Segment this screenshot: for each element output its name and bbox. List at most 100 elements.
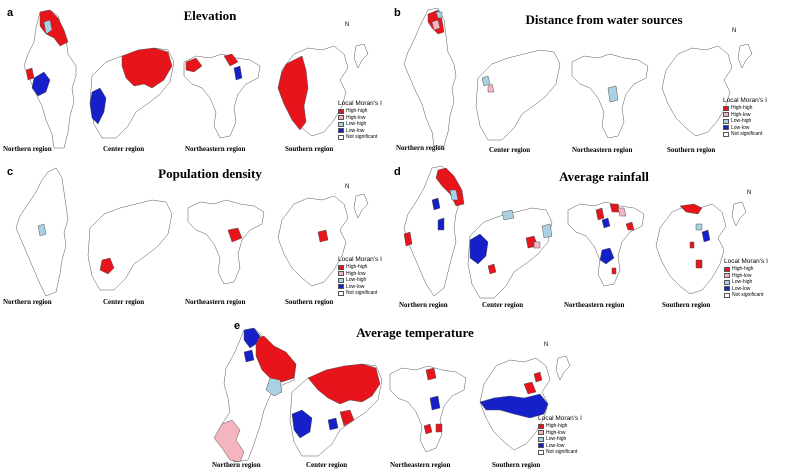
hotspot-high-high-2 [223, 53, 239, 67]
hotspot-low-high [481, 75, 491, 87]
north-arrow: N [544, 342, 549, 348]
hotspot-high-high [227, 227, 243, 243]
coldspot-low-low [31, 71, 51, 97]
legend-label: Not significant [346, 134, 378, 141]
map-southern-region [655, 201, 747, 295]
legend-label: Not significant [546, 449, 578, 456]
hotspot-low-high-2 [541, 223, 553, 239]
region-label: Northeastern region [572, 146, 633, 154]
island-group [731, 201, 747, 227]
coldspot-low-low [243, 327, 261, 349]
coldspot-low-low [479, 393, 549, 419]
region-label: Center region [489, 146, 531, 154]
hotspot-high-high [523, 381, 537, 395]
coldspot-low-low-2 [243, 349, 255, 363]
legend-swatch [538, 449, 544, 455]
legend-swatch [338, 271, 344, 277]
hotspot-low-high [501, 209, 515, 221]
island-group [555, 355, 571, 381]
region-label: Southern region [492, 461, 541, 469]
legend-label: High-high [732, 266, 754, 273]
panel-letter: b [394, 7, 401, 19]
hotspot-high-high-2 [533, 371, 543, 383]
legend-swatch [338, 290, 344, 296]
panel-letter: d [394, 166, 401, 178]
legend-label: High-high [731, 105, 753, 112]
legend-title: Local Moran's I [338, 256, 382, 263]
panel-title: Average rainfall [559, 169, 649, 184]
island-group [353, 43, 369, 69]
legend-label: High-low [731, 111, 751, 118]
map-northeastern-region [567, 201, 645, 287]
map-northern-region [403, 165, 465, 297]
legend: Local Moran's I High-high High-low Low-h… [723, 97, 767, 138]
legend-swatch [338, 121, 344, 127]
legend-swatch [723, 131, 729, 137]
coldspot-low-low [431, 197, 441, 211]
panel-title: Average temperature [356, 325, 474, 340]
map-northern-region [15, 167, 69, 297]
legend-swatch [723, 112, 729, 118]
legend-swatch [338, 115, 344, 121]
legend-label: Low-low [546, 442, 565, 449]
map-northern-region [403, 7, 457, 147]
region-label: Northeastern region [185, 145, 246, 153]
panel-title: Distance from water sources [525, 12, 683, 27]
hotspot-high-high-2 [25, 67, 35, 81]
region-label: Northern region [399, 301, 448, 309]
coldspot-low-low-2 [327, 417, 339, 431]
region-label: Center region [103, 298, 145, 306]
hotspot-low-high [695, 223, 703, 231]
panel-a: a Elevation N Local Moran's I High-high … [0, 0, 394, 160]
map-center-region [467, 207, 553, 299]
panel-c: c Population density N Local Moran's I H… [0, 162, 394, 312]
legend-swatch [724, 286, 730, 292]
panel-letter: e [234, 320, 241, 332]
map-northeastern-region [183, 53, 261, 139]
legend-swatch [538, 436, 544, 442]
island-group [353, 193, 369, 219]
panel-e: e Average temperature N Local Moran's I … [200, 316, 600, 475]
map-northeastern-region [389, 365, 467, 453]
coldspot-low-low-2 [599, 247, 615, 265]
legend-swatch [723, 125, 729, 131]
hotspot-high-high-3 [435, 423, 443, 433]
hotspot-high-high [317, 229, 329, 243]
hotspot-high-low [533, 241, 541, 249]
legend-swatch [538, 430, 544, 436]
legend-label: Low-high [546, 436, 567, 443]
region-label: Southern region [285, 145, 334, 153]
region-label: Southern region [285, 298, 334, 306]
legend-title: Local Moran's I [338, 100, 382, 107]
legend-title: Local Moran's I [723, 97, 767, 104]
legend-label: Low-high [731, 118, 752, 125]
region-label: Northern region [3, 298, 52, 306]
legend-swatch [538, 423, 544, 429]
region-label: Southern region [662, 301, 711, 309]
legend-swatch [338, 134, 344, 140]
hotspot-high-high [595, 207, 605, 221]
north-arrow: N [732, 28, 737, 34]
region-label: Center region [306, 461, 348, 469]
legend-label: High-high [546, 423, 568, 430]
coldspot-low-low [291, 409, 313, 439]
legend-swatch [338, 108, 344, 114]
legend-label: Low-high [346, 277, 367, 284]
legend: Local Moran's I High-high High-low Low-h… [538, 415, 582, 456]
island-group [737, 43, 753, 69]
legend-swatch [723, 118, 729, 124]
legend-swatch [338, 128, 344, 134]
hotspot-high-low [487, 83, 495, 93]
panel-title: Population density [158, 166, 262, 181]
hotspot-high-high [277, 55, 309, 131]
map-southern-region [277, 43, 369, 137]
coldspot-low-low [601, 217, 611, 229]
hotspot-high-high [121, 47, 173, 89]
hotspot-high-high [185, 57, 203, 73]
map-center-region [289, 363, 383, 457]
map-center-region [475, 49, 561, 141]
coldspot-low-low [89, 87, 107, 125]
legend-label: Not significant [346, 290, 378, 297]
legend-swatch [724, 273, 730, 279]
legend-label: High-low [346, 114, 366, 121]
